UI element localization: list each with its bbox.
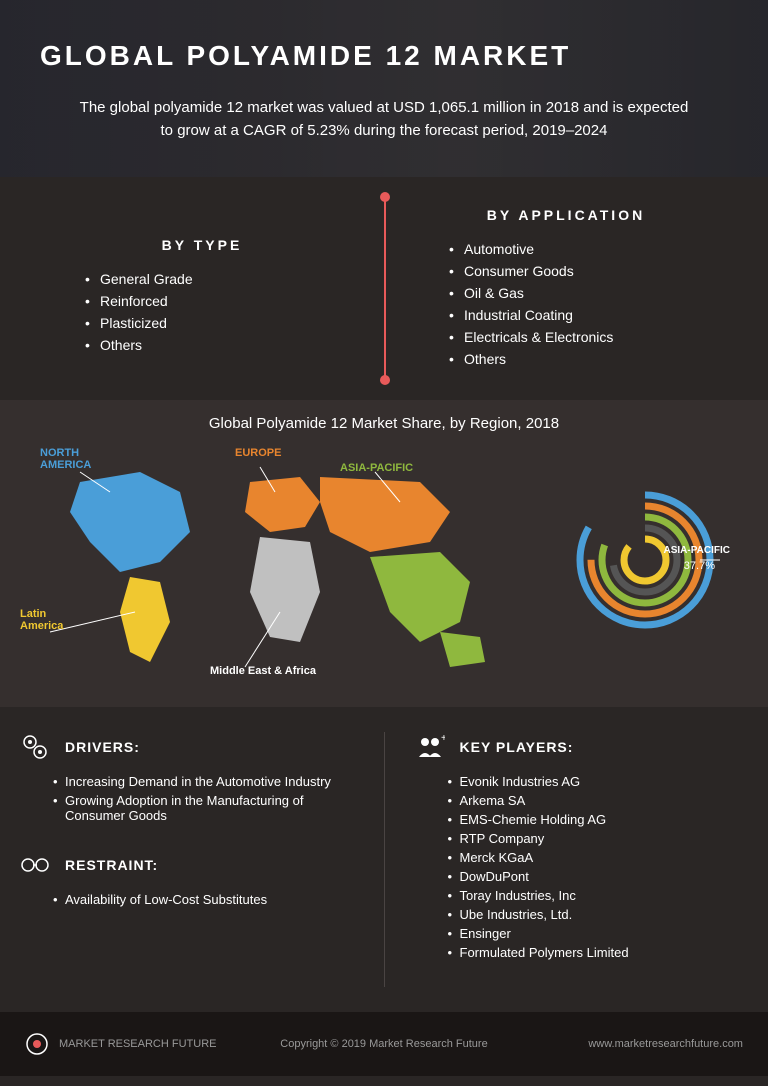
label-north-america: NORTHAMERICA [40, 447, 91, 471]
list-item: Oil & Gas [464, 282, 708, 304]
bottom-left: DRIVERS: Increasing Demand in the Automo… [20, 732, 385, 987]
key-players-title: KEY PLAYERS: [460, 739, 574, 755]
map-section: Global Polyamide 12 Market Share, by Reg… [0, 400, 768, 707]
footer-brand: MARKET RESEARCH FUTURE [59, 1038, 216, 1050]
list-item: Plasticized [100, 312, 344, 334]
by-application-column: BY APPLICATION Automotive Consumer Goods… [384, 207, 748, 370]
list-item: Ensinger [460, 924, 749, 943]
list-item: Others [100, 334, 344, 356]
ring-chart-label: ASIA-PACIFIC [664, 545, 730, 556]
label-mea: Middle East & Africa [210, 665, 316, 677]
logo-icon [25, 1032, 49, 1056]
restraint-list: Availability of Low-Cost Substitutes [20, 890, 354, 909]
hero-section: GLOBAL POLYAMIDE 12 MARKET The global po… [0, 0, 768, 177]
by-type-column: BY TYPE General Grade Reinforced Plastic… [20, 207, 384, 370]
world-map: NORTHAMERICA EUROPE ASIA-PACIFIC LatinAm… [20, 442, 520, 682]
list-item: Industrial Coating [464, 304, 708, 326]
footer: MARKET RESEARCH FUTURE Copyright © 2019 … [0, 1012, 768, 1076]
list-item: Merck KGaA [460, 848, 749, 867]
list-item: Arkema SA [460, 791, 749, 810]
by-type-title: BY TYPE [60, 237, 344, 253]
gears-icon [20, 732, 50, 762]
label-latin-america: LatinAmerica [20, 608, 63, 632]
drivers-header: DRIVERS: [20, 732, 354, 762]
bottom-section: DRIVERS: Increasing Demand in the Automo… [0, 707, 768, 1012]
handcuffs-icon [20, 850, 50, 880]
footer-logo: MARKET RESEARCH FUTURE [25, 1032, 264, 1056]
map-title: Global Polyamide 12 Market Share, by Reg… [20, 415, 748, 432]
list-item: Automotive [464, 238, 708, 260]
list-item: Electricals & Electronics [464, 326, 708, 348]
people-icon: + [415, 732, 445, 762]
key-players-list: Evonik Industries AG Arkema SA EMS-Chemi… [415, 772, 749, 962]
list-item: Growing Adoption in the Manufacturing of… [65, 791, 354, 825]
ring-chart-value: 37.7% [684, 560, 715, 572]
label-asia-pacific: ASIA-PACIFIC [340, 462, 413, 474]
page-title: GLOBAL POLYAMIDE 12 MARKET [40, 40, 728, 72]
connector-line [384, 197, 386, 380]
svg-text:+: + [441, 735, 445, 744]
list-item: Availability of Low-Cost Substitutes [65, 890, 354, 909]
list-item: RTP Company [460, 829, 749, 848]
list-item: Increasing Demand in the Automotive Indu… [65, 772, 354, 791]
by-application-title: BY APPLICATION [424, 207, 708, 223]
list-item: Toray Industries, Inc [460, 886, 749, 905]
list-item: Ube Industries, Ltd. [460, 905, 749, 924]
by-application-list: Automotive Consumer Goods Oil & Gas Indu… [424, 238, 708, 370]
list-item: DowDuPont [460, 867, 749, 886]
categories-section: BY TYPE General Grade Reinforced Plastic… [0, 177, 768, 400]
drivers-list: Increasing Demand in the Automotive Indu… [20, 772, 354, 825]
map-area: NORTHAMERICA EUROPE ASIA-PACIFIC LatinAm… [20, 442, 748, 682]
list-item: EMS-Chemie Holding AG [460, 810, 749, 829]
bottom-right: + KEY PLAYERS: Evonik Industries AG Arke… [385, 732, 749, 987]
list-item: General Grade [100, 268, 344, 290]
footer-url: www.marketresearchfuture.com [504, 1038, 743, 1050]
label-europe: EUROPE [235, 447, 281, 459]
drivers-title: DRIVERS: [65, 739, 140, 755]
list-item: Evonik Industries AG [460, 772, 749, 791]
footer-copyright: Copyright © 2019 Market Research Future [264, 1038, 503, 1050]
list-item: Formulated Polymers Limited [460, 943, 749, 962]
ring-chart: ASIA-PACIFIC 37.7% [520, 485, 720, 640]
restraint-header: RESTRAINT: [20, 850, 354, 880]
key-players-header: + KEY PLAYERS: [415, 732, 749, 762]
list-item: Reinforced [100, 290, 344, 312]
list-item: Others [464, 348, 708, 370]
by-type-list: General Grade Reinforced Plasticized Oth… [60, 268, 344, 356]
restraint-title: RESTRAINT: [65, 857, 158, 873]
hero-description: The global polyamide 12 market was value… [74, 97, 694, 142]
list-item: Consumer Goods [464, 260, 708, 282]
